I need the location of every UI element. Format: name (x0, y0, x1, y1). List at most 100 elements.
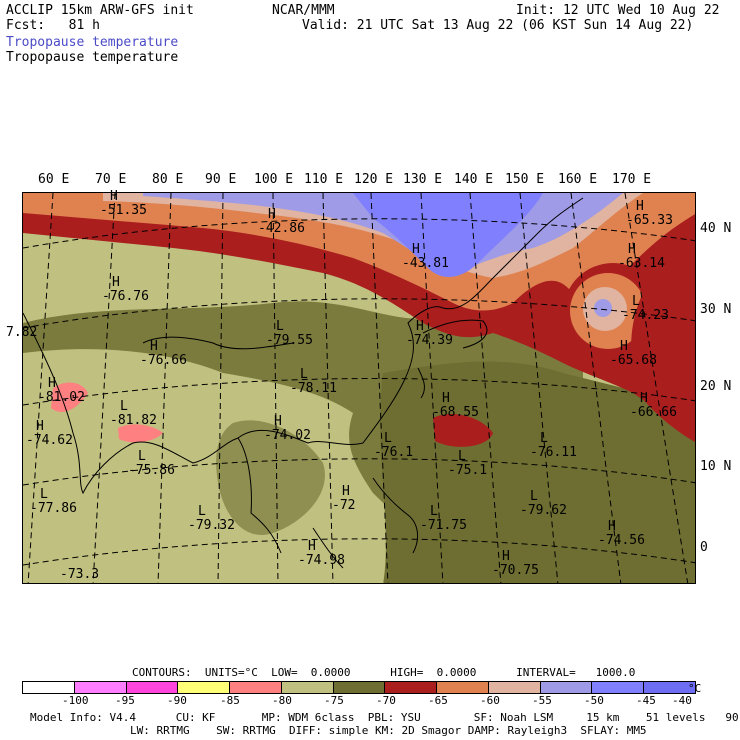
lon-label: 130 E (403, 172, 443, 187)
extremum-value: -78.11 (290, 381, 337, 396)
map-extremum: H -51.35 (100, 190, 147, 218)
colorbar-unit: °C (688, 682, 702, 695)
extremum-marker: H (110, 189, 118, 204)
extremum-value: -76.1 (374, 445, 414, 460)
typhoon-eye (594, 299, 612, 317)
map-extremum: L -81.82 (110, 400, 157, 428)
map-extremum: H -72 (332, 485, 355, 513)
extremum-value: -76.66 (140, 353, 187, 368)
extremum-marker: H (112, 275, 120, 290)
contour-legend-text: CONTOURS: UNITS=°C LOW= 0.0000 HIGH= 0.0… (132, 666, 636, 679)
colorbar-tick-last: -40 (672, 694, 692, 707)
extremum-marker: H (636, 199, 644, 214)
extremum-marker: L (198, 504, 206, 519)
map-extremum: H -74.98 (298, 540, 345, 568)
extremum-value: -79.55 (266, 333, 313, 348)
institution: NCAR/MMM (272, 3, 335, 18)
map-extremum: L -77.86 (30, 488, 77, 516)
extremum-marker: L (458, 449, 466, 464)
extremum-marker: H (412, 242, 420, 257)
lon-label: 100 E (254, 172, 294, 187)
extremum-value: -72 (332, 498, 356, 513)
map-extremum: H -63.14 (618, 243, 665, 271)
map-extremum: H -43.81 (402, 243, 449, 271)
colorbar-swatch (230, 682, 282, 693)
colorbar-tick: -55 (532, 694, 552, 707)
map-extremum: L -75.1 (448, 450, 487, 478)
colorbar-tick: -60 (480, 694, 500, 707)
map-extremum: H -81.02 (38, 377, 85, 405)
extremum-marker: L (632, 294, 640, 309)
colorbar-swatch (540, 682, 593, 693)
extremum-value: -65.68 (610, 353, 657, 368)
extremum-value: -66.66 (630, 405, 677, 420)
extremum-marker: H (48, 376, 56, 391)
colorbar-tick: -70 (376, 694, 396, 707)
lon-label: 70 E (95, 172, 127, 187)
extremum-marker: L (384, 431, 392, 446)
init-time: Init: 12 UTC Wed 10 Aug 22 (516, 3, 720, 18)
map-extremum: L -79.32 (188, 505, 235, 533)
map-extremum: L -79.55 (266, 320, 313, 348)
map-extremum: L -78.11 (290, 368, 337, 396)
extremum-marker: L (276, 319, 284, 334)
map-extremum: 7.82 (6, 326, 37, 340)
field-red-east (631, 293, 695, 442)
lat-label: 0 (700, 540, 708, 555)
contour-field-title: Tropopause temperature (6, 50, 179, 65)
map-extremum: H -74.02 (264, 415, 311, 443)
extremum-value: -74.62 (26, 433, 73, 448)
colorbar-swatch (74, 682, 127, 693)
colorbar-tick: -65 (428, 694, 448, 707)
field-pink-patch (51, 382, 88, 413)
extremum-value: -70.75 (492, 563, 539, 578)
field-blue-core (353, 193, 543, 278)
extremum-value: -81.82 (110, 413, 157, 428)
colorbar-tick: -45 (636, 694, 656, 707)
extremum-marker: H (608, 519, 616, 534)
lat-label: 10 N (700, 459, 732, 474)
extremum-marker: H (416, 319, 424, 334)
model-info-line2: LW: RRTMG SW: RRTMG DIFF: simple KM: 2D … (130, 724, 647, 737)
lon-label: 90 E (205, 172, 237, 187)
extremum-value: -75.86 (128, 463, 175, 478)
extremum-value: -73.3 (60, 567, 100, 582)
extremum-value: -76.76 (102, 289, 149, 304)
colorbar-swatch (281, 682, 334, 693)
extremum-marker: H (628, 242, 636, 257)
colorbar-swatch (333, 682, 386, 693)
map-extremum: H -74.56 (598, 520, 645, 548)
colorbar-tick: -95 (115, 694, 135, 707)
extremum-marker: H (308, 539, 316, 554)
lon-label: 160 E (558, 172, 598, 187)
map-svg (23, 193, 695, 583)
lon-label: 60 E (38, 172, 70, 187)
map-extremum: H -68.55 (432, 392, 479, 420)
colorbar-swatch (488, 682, 541, 693)
lon-label: 80 E (152, 172, 184, 187)
map-extremum: H -65.33 (626, 200, 673, 228)
extremum-value: -43.81 (402, 256, 449, 271)
extremum-value: -74.39 (406, 333, 453, 348)
extremum-value: -79.62 (520, 503, 567, 518)
colorbar-swatch (592, 682, 645, 693)
lat-label: 30 N (700, 302, 732, 317)
extremum-marker: H (150, 339, 158, 354)
extremum-value: -68.55 (432, 405, 479, 420)
extremum-marker: H (620, 339, 628, 354)
extremum-marker: L (120, 399, 128, 414)
colorbar-swatch (23, 682, 75, 693)
extremum-value: -74.02 (264, 428, 311, 443)
map-extremum: L -71.75 (420, 505, 467, 533)
colorbar-tick: -100 (62, 694, 89, 707)
colorbar-tick: -75 (324, 694, 344, 707)
colorbar-swatch (178, 682, 231, 693)
extremum-marker: L (530, 489, 538, 504)
field-pink-patch (118, 424, 163, 443)
extremum-value: -74.23 (622, 308, 669, 323)
extremum-value: 7.82 (6, 325, 38, 340)
colorbar (22, 681, 696, 694)
colorbar-tick: -50 (584, 694, 604, 707)
map-extremum: H -74.62 (26, 420, 73, 448)
map-extremum: -73.3 (60, 568, 99, 582)
